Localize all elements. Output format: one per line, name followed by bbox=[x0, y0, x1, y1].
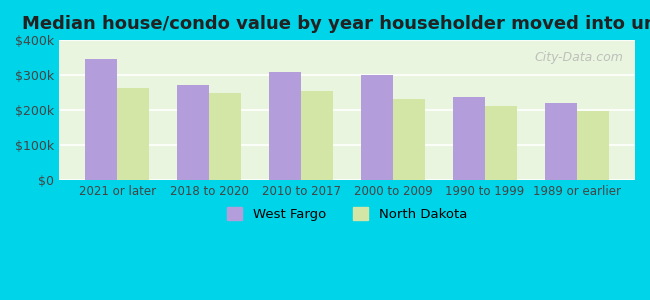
Bar bbox=[485, 106, 517, 180]
Bar bbox=[452, 97, 485, 180]
Title: Median house/condo value by year householder moved into unit: Median house/condo value by year househo… bbox=[22, 15, 650, 33]
Bar bbox=[361, 75, 393, 180]
Bar bbox=[117, 88, 150, 180]
Text: City-Data.com: City-Data.com bbox=[534, 51, 623, 64]
Bar bbox=[545, 103, 577, 180]
Bar bbox=[393, 99, 425, 180]
Legend: West Fargo, North Dakota: West Fargo, North Dakota bbox=[221, 202, 473, 226]
Bar bbox=[85, 59, 117, 180]
Bar bbox=[269, 72, 301, 180]
Bar bbox=[209, 93, 241, 180]
Bar bbox=[301, 91, 333, 180]
Bar bbox=[177, 85, 209, 180]
Bar bbox=[577, 111, 609, 180]
